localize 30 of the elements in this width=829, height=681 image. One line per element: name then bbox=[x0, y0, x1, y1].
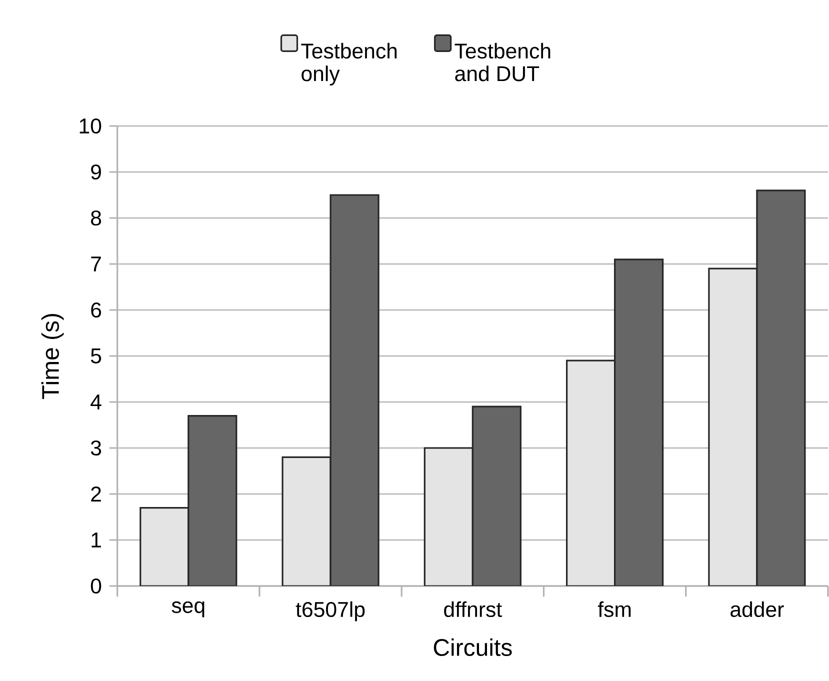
bar bbox=[614, 258, 664, 586]
y-tick-label: 1 bbox=[92, 532, 101, 548]
bar bbox=[472, 406, 522, 586]
y-tick-label: 4 bbox=[90, 394, 102, 410]
y-tick-label: 3 bbox=[90, 440, 102, 456]
bar bbox=[188, 414, 238, 586]
x-tick-label: adder bbox=[730, 601, 784, 618]
bar bbox=[282, 456, 332, 586]
x-tick-label: dffnrst bbox=[444, 601, 502, 618]
x-tick-label: fsm bbox=[598, 601, 631, 618]
y-axis-title: Time (s) bbox=[41, 314, 64, 399]
y-tick-label: 5 bbox=[90, 348, 102, 364]
bar bbox=[566, 360, 616, 586]
y-tick-label: 10 bbox=[80, 118, 102, 134]
y-tick-label: 7 bbox=[91, 256, 101, 272]
x-tick-label: seq bbox=[172, 601, 204, 618]
y-tick-label: 8 bbox=[91, 210, 102, 226]
legend-label: Testbench only bbox=[301, 42, 397, 86]
legend-label: Testbench and DUT bbox=[454, 42, 550, 82]
bar bbox=[140, 506, 190, 586]
bar bbox=[756, 190, 806, 586]
y-tick-label: 2 bbox=[91, 486, 101, 502]
y-tick-label: 9 bbox=[91, 164, 101, 180]
x-tick-label: t6507lp bbox=[296, 601, 365, 622]
bar bbox=[424, 447, 474, 586]
x-axis-title: Circuits bbox=[434, 638, 512, 656]
y-tick-label: 0 bbox=[90, 578, 102, 594]
bar bbox=[708, 268, 758, 586]
y-tick-label: 6 bbox=[91, 302, 102, 318]
bar bbox=[330, 194, 380, 586]
